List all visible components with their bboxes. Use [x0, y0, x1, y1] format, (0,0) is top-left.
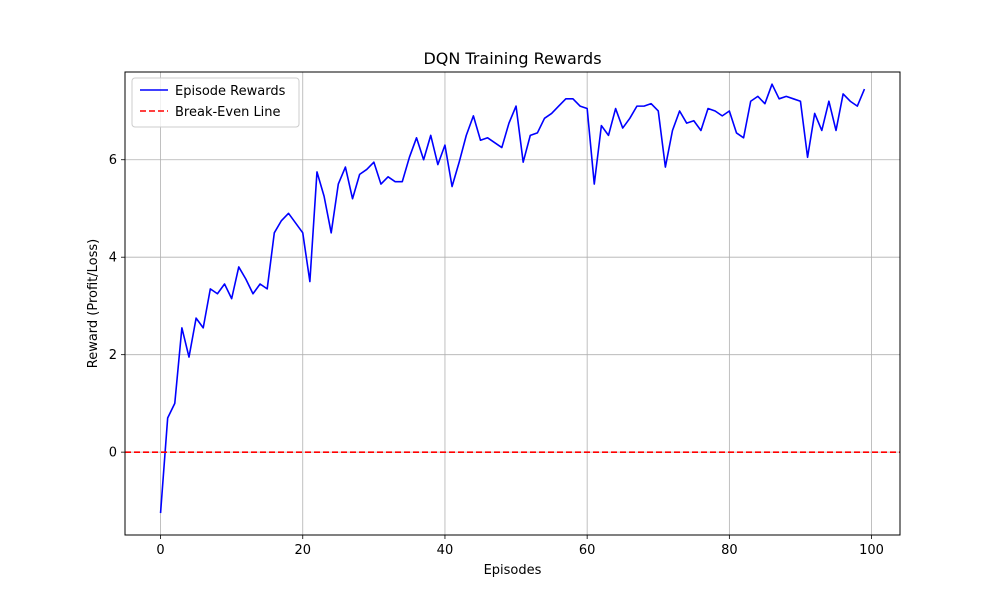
x-tick-label: 0: [156, 543, 164, 558]
legend-label-episode-rewards: Episode Rewards: [175, 84, 286, 99]
series-line-episode-rewards: [159, 83, 866, 514]
x-tick-label: 40: [437, 543, 454, 558]
x-tick-label: 100: [859, 543, 884, 558]
chart-title: DQN Training Rewards: [423, 49, 601, 68]
y-tick-label: 4: [109, 251, 117, 266]
y-axis-label: Reward (Profit/Loss): [86, 239, 101, 369]
legend: Episode Rewards Break-Even Line: [131, 77, 300, 128]
x-tick-label: 20: [294, 543, 311, 558]
y-tick-label: 0: [109, 446, 117, 461]
legend-box: [131, 77, 300, 128]
legend-label-break-even: Break-Even Line: [175, 105, 281, 120]
y-tick-label: 6: [109, 153, 117, 168]
y-tick-label: 2: [109, 348, 117, 363]
x-axis-label: Episodes: [484, 563, 542, 578]
tick-layer: 0 20 40 60 80 100 0 2 4 6: [109, 153, 884, 558]
series-layer: [125, 83, 900, 514]
x-tick-label: 60: [579, 543, 596, 558]
plot-area-frame: [124, 71, 901, 536]
x-tick-label: 80: [721, 543, 738, 558]
